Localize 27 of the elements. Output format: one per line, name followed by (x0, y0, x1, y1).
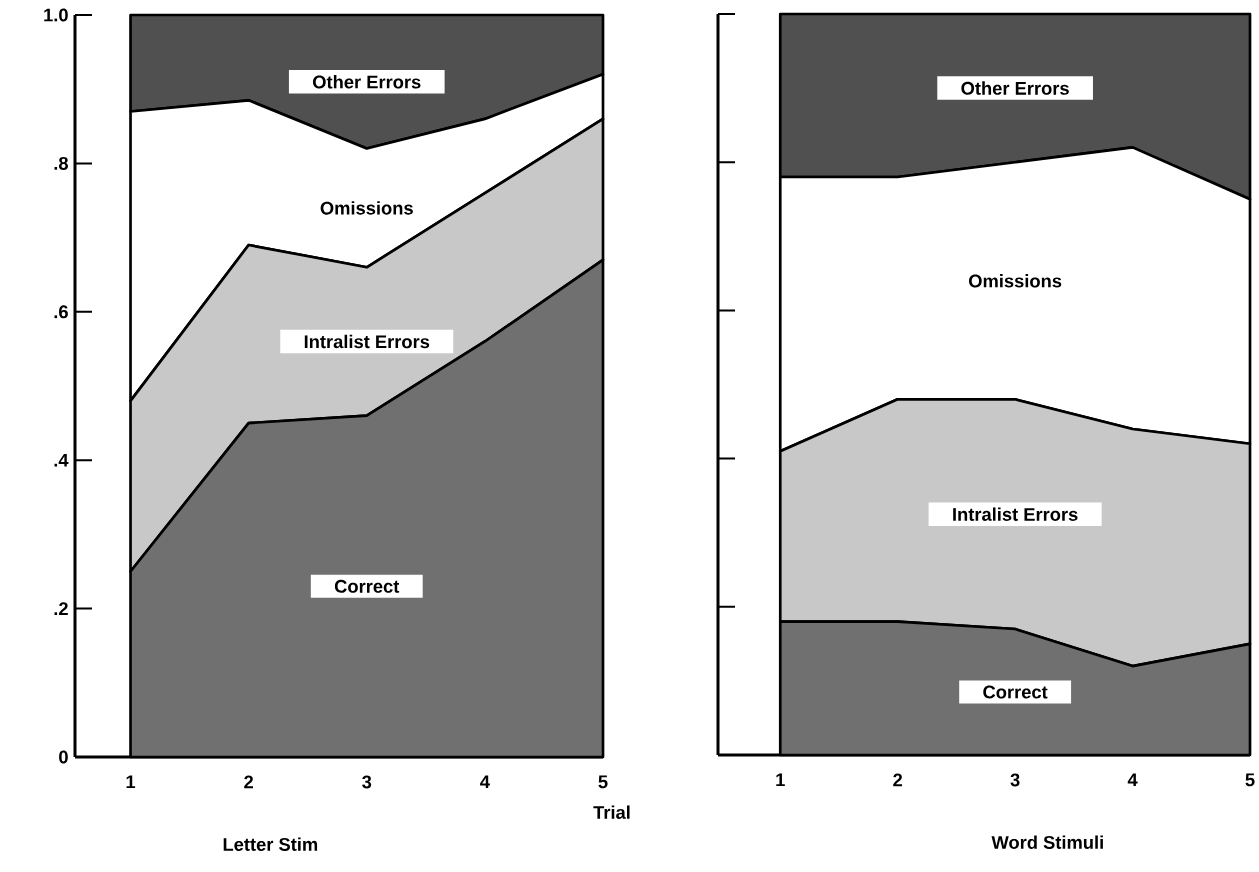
x-tick-label: 5 (1245, 773, 1255, 787)
series-label: Intralist Errors (953, 507, 1078, 521)
series-label: Intralist Errors (304, 334, 430, 349)
x-axis-title: Trial (593, 805, 630, 819)
y-tick-label: 0 (59, 750, 68, 764)
y-tick-label: .8 (54, 156, 68, 170)
series-label: Correct (334, 579, 400, 593)
x-tick-label: 1 (776, 773, 785, 787)
x-tick-label: 5 (598, 775, 608, 789)
series-label: Omissions (320, 201, 413, 215)
x-tick-label: 4 (1127, 773, 1138, 787)
series-label: Omissions (969, 274, 1062, 288)
y-tick-label: .6 (54, 305, 68, 319)
x-tick-label: 3 (1010, 773, 1020, 787)
y-tick-label: .4 (54, 453, 69, 467)
y-tick-label: .2 (54, 602, 68, 615)
x-tick-label: 3 (362, 775, 372, 789)
y-tick-label: 1.0 (44, 8, 68, 22)
series-label: Other Errors (961, 81, 1069, 95)
text: Letter Stim (223, 837, 318, 851)
x-tick-label: 4 (480, 775, 490, 789)
x-tick-label: 1 (126, 775, 136, 789)
series-label: Other Errors (313, 75, 421, 89)
x-tick-label: 2 (893, 773, 903, 787)
series-label: Correct (983, 685, 1048, 699)
text: Word Stimuli (991, 835, 1103, 849)
x-tick-label: 2 (244, 775, 254, 789)
